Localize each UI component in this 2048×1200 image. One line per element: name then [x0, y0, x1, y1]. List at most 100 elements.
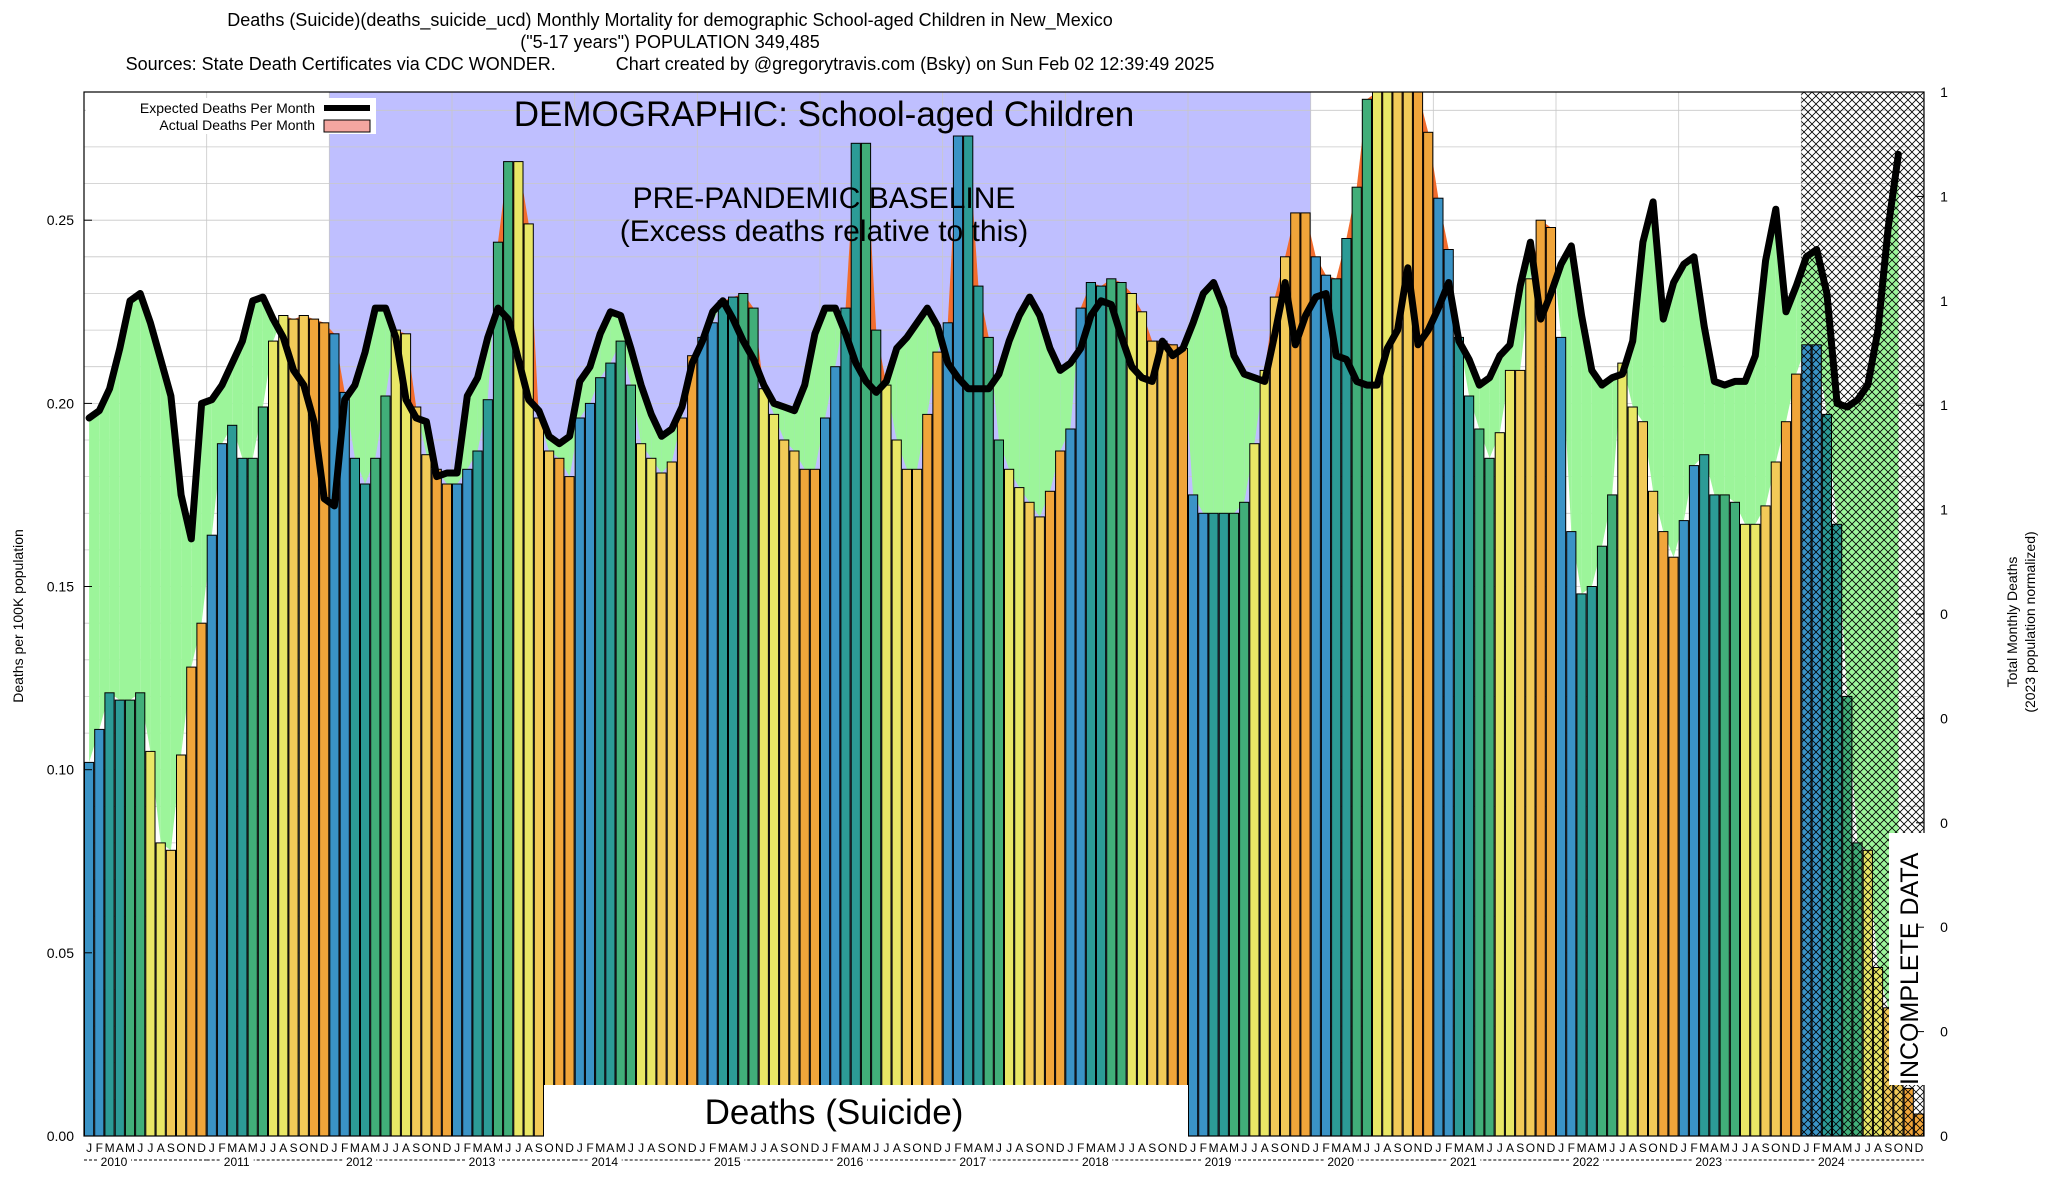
gap-area: [1234, 355, 1245, 514]
x-month-label: J: [1006, 1141, 1012, 1155]
y-tick-label: 0.25: [47, 212, 74, 228]
demographic-label: DEMOGRAPHIC: School-aged Children: [514, 95, 1135, 134]
y2-tick-label: 1: [1940, 397, 1948, 413]
gap-area: [1193, 293, 1204, 514]
x-month-label: M: [616, 1141, 626, 1155]
x-month-label: O: [1035, 1141, 1044, 1155]
bar: [1044, 490, 1056, 1137]
chart-title-line1: Deaths (Suicide)(deaths_suicide_ucd) Mon…: [227, 10, 1113, 30]
cause-label-box: [544, 1085, 1188, 1137]
bar: [584, 402, 596, 1137]
x-month-label: J: [1374, 1141, 1380, 1155]
bar: [482, 399, 493, 1137]
bar: [554, 457, 565, 1137]
x-month-label: N: [1659, 1141, 1668, 1155]
x-year-label-bg: [955, 1154, 990, 1168]
x-year-label: 2020: [1327, 1155, 1354, 1169]
x-month-label: J: [699, 1141, 705, 1155]
x-month-label: F: [1322, 1141, 1329, 1155]
bar: [1760, 505, 1771, 1137]
bar: [165, 849, 177, 1137]
chart-title-line2: ("5-17 years") POPULATION 349,485: [520, 32, 820, 52]
x-month-label: F: [341, 1141, 348, 1155]
x-year-label-bg: [1323, 1154, 1358, 1168]
bar: [697, 336, 708, 1137]
bar: [1699, 454, 1710, 1137]
gap-area: [1653, 201, 1664, 532]
baseline-label-line1: PRE-PANDEMIC BASELINE: [633, 182, 1016, 215]
bar: [1515, 369, 1526, 1137]
bar: [1474, 428, 1485, 1137]
x-month-label: J: [1855, 1141, 1861, 1155]
bar: [799, 468, 810, 1137]
bar: [1300, 212, 1311, 1137]
y-tick-label: 0.15: [47, 579, 74, 595]
x-month-label: M: [493, 1141, 503, 1155]
x-month-label: A: [157, 1141, 165, 1155]
bar: [135, 692, 146, 1137]
x-month-label: F: [954, 1141, 961, 1155]
x-month-label: J: [1732, 1141, 1738, 1155]
x-year-label-bg: [1446, 1154, 1481, 1168]
gap-area: [1213, 282, 1224, 514]
x-month-label: O: [422, 1141, 431, 1155]
x-month-label: A: [1506, 1141, 1514, 1155]
x-month-label: J: [751, 1141, 757, 1155]
x-month-label: O: [1771, 1141, 1780, 1155]
x-month-label: M: [718, 1141, 728, 1155]
gap-area: [1009, 315, 1020, 488]
bar: [595, 377, 606, 1137]
x-month-label: O: [176, 1141, 185, 1155]
bar: [912, 468, 923, 1137]
x-month-label: N: [1536, 1141, 1545, 1155]
bar: [360, 483, 371, 1137]
x-month-label: A: [361, 1141, 369, 1155]
x-month-label: F: [96, 1141, 103, 1155]
bar: [820, 417, 831, 1137]
bar: [1780, 421, 1792, 1137]
bar: [206, 534, 217, 1137]
x-month-label: A: [852, 1141, 860, 1155]
x-month-label: O: [1648, 1141, 1657, 1155]
bar: [124, 699, 136, 1137]
gap-area: [712, 300, 723, 323]
bar: [1504, 369, 1516, 1137]
gap-area: [130, 293, 141, 701]
x-month-label: M: [1597, 1141, 1607, 1155]
x-month-label: J: [1364, 1141, 1370, 1155]
bar: [1535, 219, 1546, 1137]
bar: [942, 322, 953, 1137]
x-month-label: J: [628, 1141, 634, 1155]
x-month-label: J: [577, 1141, 583, 1155]
bar: [891, 439, 902, 1137]
x-month-label: J: [638, 1141, 644, 1155]
gap-area: [1642, 201, 1654, 492]
x-year-label-bg: [833, 1154, 867, 1168]
x-month-label: D: [320, 1141, 329, 1155]
x-month-label: D: [443, 1141, 452, 1155]
y2-tick-label: 1: [1940, 502, 1948, 518]
x-month-label: S: [1394, 1141, 1402, 1155]
x-year-label: 2013: [469, 1155, 496, 1169]
x-month-label: A: [1342, 1141, 1350, 1155]
bar: [523, 223, 534, 1137]
bar: [1249, 443, 1260, 1137]
bar: [227, 424, 238, 1137]
x-month-label: A: [1261, 1141, 1269, 1155]
gap-area: [1745, 355, 1756, 525]
bar: [809, 468, 820, 1137]
bar: [1055, 450, 1066, 1137]
x-month-label: A: [647, 1141, 655, 1155]
gap-area: [896, 337, 907, 470]
bar: [1740, 523, 1751, 1137]
x-month-label: N: [1168, 1141, 1177, 1155]
x-month-label: M: [1331, 1141, 1341, 1155]
bar: [646, 457, 657, 1137]
gap-area: [477, 337, 488, 451]
x-month-label: O: [1403, 1141, 1412, 1155]
x-month-label: M: [1352, 1141, 1362, 1155]
x-year-label-bg: [587, 1154, 622, 1168]
x-year-label: 2024: [1818, 1155, 1845, 1169]
bar: [441, 483, 452, 1137]
gap-area: [375, 308, 386, 459]
